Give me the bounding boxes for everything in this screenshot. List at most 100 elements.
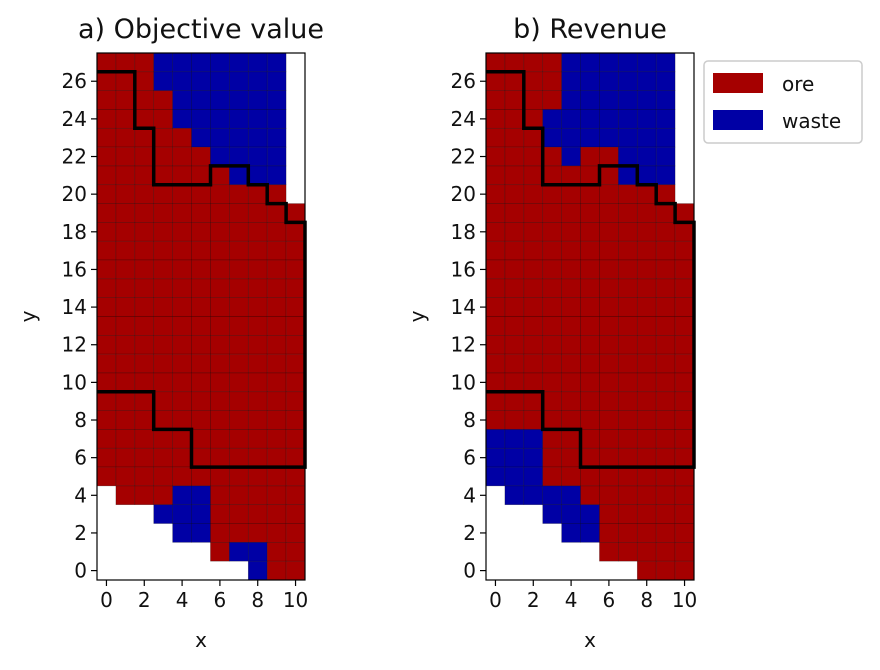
ore-cell: [115, 165, 136, 186]
waste-cell: [172, 71, 192, 91]
ore-cell: [229, 222, 249, 242]
ore-cell: [618, 466, 638, 487]
ore-cell: [115, 278, 136, 298]
y-tick-label: 10: [62, 370, 87, 394]
ore-cell: [636, 335, 657, 355]
waste-cell: [229, 165, 249, 186]
ore-cell: [247, 203, 268, 223]
ore-cell: [636, 372, 657, 393]
ore-cell: [115, 466, 136, 487]
x-tick-label: 0: [489, 588, 502, 612]
ore-cell: [561, 278, 581, 298]
ore-cell: [523, 52, 544, 73]
waste-cell: [599, 127, 619, 148]
ore-cell: [153, 372, 173, 393]
x-tick-label: 0: [100, 588, 113, 612]
y-tick-label: 14: [62, 295, 87, 319]
ore-cell: [599, 429, 619, 449]
ore-cell: [542, 165, 562, 186]
ore-cell: [285, 523, 306, 543]
y-tick-label: 22: [62, 145, 87, 169]
ore-cell: [285, 447, 306, 468]
waste-cell: [247, 71, 268, 91]
ore-cell: [485, 165, 506, 186]
ore-cell: [504, 109, 525, 129]
ore-cell: [172, 127, 192, 148]
ore-cell: [134, 240, 155, 261]
ore-cell: [485, 297, 506, 317]
ore-cell: [599, 278, 619, 298]
legend-swatch-ore: [713, 73, 763, 93]
ore-cell: [523, 410, 544, 430]
waste-cell: [580, 71, 600, 91]
ore-cell: [229, 391, 249, 411]
ore-cell: [599, 240, 619, 261]
ore-cell: [153, 165, 173, 186]
ore-cell: [655, 485, 676, 506]
ore-cell: [542, 203, 562, 223]
y-tick-label: 20: [62, 182, 87, 206]
ore-cell: [618, 316, 638, 336]
ore-cell: [191, 466, 211, 487]
waste-cell: [172, 52, 192, 73]
ore-cell: [191, 184, 211, 204]
ore-cell: [229, 353, 249, 374]
ore-cell: [504, 240, 525, 261]
ore-cell: [636, 447, 657, 468]
y-tick-label: 6: [463, 446, 476, 470]
ore-cell: [485, 52, 506, 73]
waste-cell: [599, 90, 619, 110]
ore-cell: [561, 391, 581, 411]
waste-cell: [542, 504, 562, 524]
waste-cell: [618, 109, 638, 129]
ore-cell: [655, 429, 676, 449]
waste-cell: [153, 52, 173, 73]
ore-cell: [504, 278, 525, 298]
ore-cell: [618, 504, 638, 524]
waste-cell: [561, 71, 581, 91]
ore-cell: [96, 447, 117, 468]
ore-cell: [247, 259, 268, 280]
y-tick-label: 0: [463, 559, 476, 583]
waste-cell: [561, 485, 581, 506]
ore-cell: [96, 429, 117, 449]
ore-cell: [210, 222, 230, 242]
ore-cell: [674, 410, 695, 430]
ore-cell: [115, 259, 136, 280]
ore-cell: [504, 353, 525, 374]
waste-cell: [153, 504, 173, 524]
ore-cell: [580, 184, 600, 204]
ore-cell: [674, 447, 695, 468]
ore-cell: [580, 335, 600, 355]
ore-cell: [674, 353, 695, 374]
waste-cell: [561, 504, 581, 524]
waste-cell: [247, 52, 268, 73]
ore-cell: [115, 203, 136, 223]
waste-cell: [655, 165, 676, 186]
ore-cell: [618, 353, 638, 374]
ore-cell: [523, 127, 544, 148]
ore-cell: [655, 447, 676, 468]
ore-cell: [599, 297, 619, 317]
ore-cell: [542, 240, 562, 261]
pit-boundary-line: [97, 70, 307, 469]
waste-cell: [523, 429, 544, 449]
ore-cell: [153, 146, 173, 167]
ore-cell: [523, 353, 544, 374]
waste-cell: [655, 71, 676, 91]
ore-cell: [618, 259, 638, 280]
ore-cell: [247, 372, 268, 393]
ore-cell: [523, 222, 544, 242]
ore-cell: [655, 240, 676, 261]
ore-cell: [153, 391, 173, 411]
ore-cell: [285, 410, 306, 430]
x-tick-label: 4: [565, 588, 578, 612]
ore-cell: [134, 297, 155, 317]
ore-cell: [210, 391, 230, 411]
ore-cell: [172, 297, 192, 317]
ore-cell: [96, 391, 117, 411]
ore-cell: [580, 222, 600, 242]
ore-cell: [96, 372, 117, 393]
ore-cell: [285, 372, 306, 393]
y-tick-label: 18: [62, 220, 87, 244]
